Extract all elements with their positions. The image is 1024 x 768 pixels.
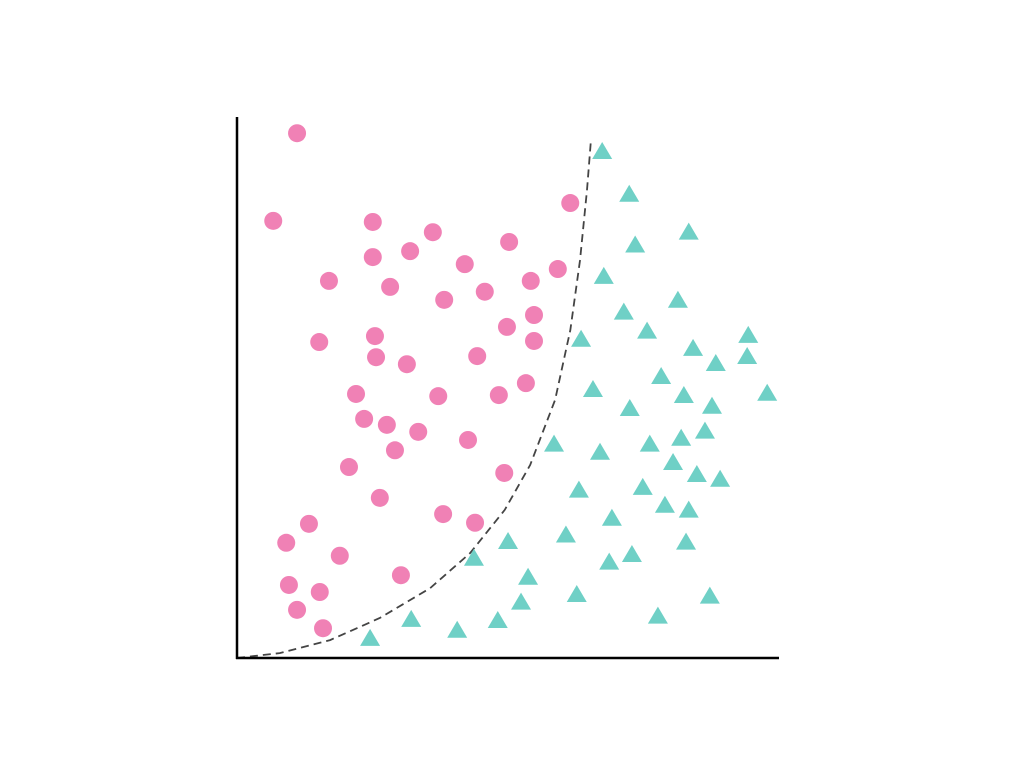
circle-point: [391, 566, 410, 585]
circle-point: [381, 277, 400, 296]
triangle-point: [619, 398, 640, 416]
circle-point: [347, 384, 366, 403]
triangle-point: [593, 266, 614, 284]
circle-point: [525, 306, 544, 325]
triangle-point: [701, 396, 722, 414]
triangle-point: [738, 325, 759, 343]
triangle-point: [694, 421, 715, 439]
circle-point: [355, 409, 374, 428]
circle-point: [288, 124, 307, 143]
triangle-point: [582, 380, 603, 398]
triangle-point: [571, 329, 592, 347]
circle-point: [466, 513, 485, 532]
circle-point: [314, 619, 333, 638]
triangle-point: [599, 552, 620, 570]
circle-point: [561, 194, 580, 213]
circle-point: [468, 347, 487, 366]
circle-point: [409, 422, 428, 441]
triangle-point: [699, 586, 720, 604]
circle-point: [264, 211, 283, 230]
triangle-point: [678, 500, 699, 518]
triangle-point: [360, 628, 381, 646]
triangle-point: [568, 480, 589, 498]
circle-point: [459, 430, 478, 449]
triangle-point: [678, 222, 699, 240]
circle-point: [525, 331, 544, 350]
triangle-point: [498, 532, 519, 550]
triangle-point: [710, 469, 731, 487]
circle-point: [397, 355, 416, 374]
triangle-point: [447, 620, 468, 638]
circle-point: [288, 600, 307, 619]
circle-point: [277, 533, 296, 552]
circle-point: [363, 248, 382, 267]
triangle-point: [592, 141, 613, 159]
decision-boundary-line: [236, 141, 592, 659]
circle-point: [521, 271, 540, 290]
triangle-point: [590, 442, 611, 460]
circle-point: [489, 386, 508, 405]
triangle-point: [667, 290, 688, 308]
triangle-point: [601, 508, 622, 526]
plot-area: [236, 124, 778, 659]
triangle-point: [671, 428, 692, 446]
triangle-point: [621, 545, 642, 563]
circle-point: [339, 458, 358, 477]
circle-point: [367, 348, 386, 367]
circle-point: [423, 223, 442, 242]
circle-point: [434, 505, 453, 524]
triangle-point: [625, 235, 646, 253]
triangle-point: [487, 611, 508, 629]
circle-point: [279, 575, 298, 594]
triangle-point: [663, 453, 684, 471]
triangle-point: [683, 338, 704, 356]
triangle-point: [555, 525, 576, 543]
circle-point: [548, 260, 567, 279]
circle-point: [363, 212, 382, 231]
triangle-point: [654, 495, 675, 513]
circle-point: [299, 514, 318, 533]
circle-point: [516, 374, 535, 393]
circle-point: [370, 488, 389, 507]
triangle-point: [566, 585, 587, 603]
triangle-point: [673, 385, 694, 403]
circle-point: [310, 333, 329, 352]
triangle-point: [511, 592, 532, 610]
circle-point: [330, 546, 349, 565]
triangle-point: [544, 434, 565, 452]
triangle-point: [637, 321, 658, 339]
circle-point: [310, 582, 329, 601]
triangle-point: [518, 567, 539, 585]
triangle-point: [613, 302, 634, 320]
circle-point: [377, 415, 396, 434]
circle-point: [475, 282, 494, 301]
circle-point: [500, 232, 519, 251]
circle-point: [385, 441, 404, 460]
circle-point: [365, 327, 384, 346]
triangle-point: [705, 354, 726, 372]
triangle-point: [676, 532, 697, 550]
circle-point: [495, 463, 514, 482]
triangle-point: [639, 434, 660, 452]
triangle-point: [401, 609, 422, 627]
triangle-point: [737, 347, 758, 365]
triangle-point: [647, 606, 668, 624]
triangle-point: [619, 184, 640, 202]
triangle-point: [463, 548, 484, 566]
circle-point: [319, 271, 338, 290]
circle-point: [497, 317, 516, 336]
circle-point: [401, 242, 420, 261]
triangle-point: [651, 367, 672, 385]
circle-point: [429, 387, 448, 406]
circle-point: [455, 255, 474, 274]
triangle-point: [686, 464, 707, 482]
triangle-point: [757, 383, 778, 401]
circle-point: [435, 290, 454, 309]
triangle-point: [632, 477, 653, 495]
